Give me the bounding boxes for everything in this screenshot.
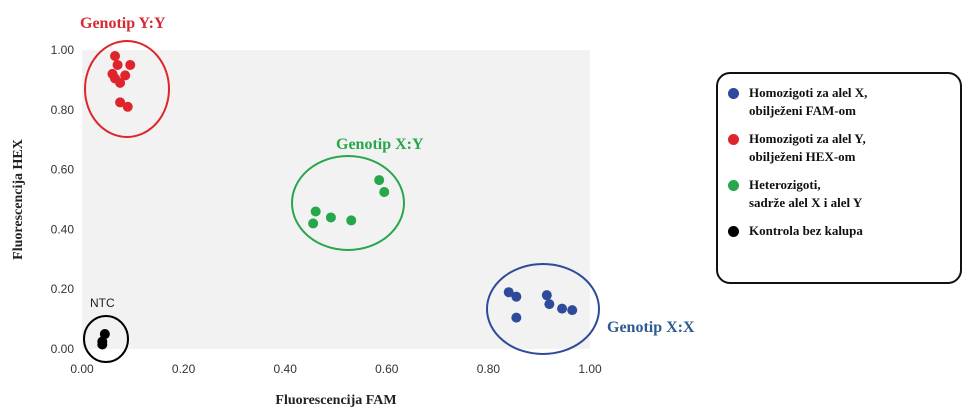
x-axis-title: Fluorescencija FAM [275,393,396,408]
legend-label-line: obilježeni FAM-om [749,103,856,118]
cluster-outline-ntc [83,315,129,363]
x-tick-label: 0.00 [70,362,94,376]
data-point [346,215,357,226]
cluster-outlines [83,40,600,363]
data-point [567,305,578,316]
legend-label-line: Kontrola bez kalupa [749,223,863,238]
data-point [310,206,321,217]
legend-label-line: Homozigoti za alel X, [749,85,868,100]
cluster-annotations: Genotip Y:Y Genotip X:Y Genotip X:X NTC [80,15,695,336]
data-point [557,303,568,314]
x-tick-label: 1.00 [578,362,602,376]
data-point [308,218,319,229]
y-tick-label: 0.60 [51,163,75,177]
data-point [544,299,555,310]
annotation-genotip-xx: Genotip X:X [607,319,695,336]
data-point [112,59,123,70]
legend-label: Kontrola bez kalupa [749,222,863,240]
legend-item: Homozigoti za alel X, obilježeni FAM-om [728,84,950,120]
data-point [541,290,552,301]
data-point [379,187,390,198]
y-tick-label: 0.40 [51,222,75,236]
data-point [503,287,514,298]
legend-label-line: sadrže alel X i alel Y [749,195,863,210]
legend-marker [728,226,739,237]
x-tick-label: 0.80 [477,362,501,376]
legend-label-line: Homozigoti za alel Y, [749,131,866,146]
y-tick-label: 0.80 [51,103,75,117]
legend-item: Homozigoti za alel Y, obilježeni HEX-om [728,130,950,166]
legend-marker [728,180,739,191]
data-point [115,97,126,108]
cluster-outline-xx [486,263,600,355]
data-point [110,50,121,61]
annotation-genotip-xy: Genotip X:Y [336,136,424,153]
data-point [120,70,131,81]
legend: Homozigoti za alel X, obilježeni FAM-om Ho… [716,72,962,284]
x-tick-label: 0.60 [375,362,399,376]
data-point [511,312,522,323]
data-point [511,291,522,302]
y-axis-title: Fluorescencija HEX [11,139,26,260]
y-tick-label: 1.00 [51,43,75,57]
data-point [325,212,336,223]
x-tick-label: 0.40 [274,362,298,376]
y-tick-label: 0.00 [51,342,75,356]
cluster-outline-xy [291,155,405,251]
data-point [122,101,133,112]
data-points [97,50,578,350]
annotation-genotip-yy: Genotip Y:Y [80,15,166,32]
plot-area [82,50,590,349]
legend-label-line: Heterozigoti, [749,177,821,192]
legend-label: Homozigoti za alel X, obilježeni FAM-om [749,84,867,120]
legend-label: Homozigoti za alel Y, obilježeni HEX-om [749,130,866,166]
cluster-outline-yy [84,40,170,138]
y-axis-ticks: 0.00 0.20 0.40 0.60 0.80 1.00 [51,43,75,356]
y-tick-label: 0.20 [51,282,75,296]
data-point [115,77,126,88]
legend-item: Heterozigoti, sadrže alel X i alel Y [728,176,950,212]
data-point [125,59,136,70]
legend-marker [728,134,739,145]
data-point [374,175,385,186]
legend-label-line: obilježeni HEX-om [749,149,856,164]
legend-marker [728,88,739,99]
legend-item: Kontrola bez kalupa [728,222,950,240]
x-axis-ticks: 0.00 0.20 0.40 0.60 0.80 1.00 [70,362,602,376]
annotation-ntc: NTC [90,296,115,310]
data-point [97,339,108,350]
x-tick-label: 0.20 [172,362,196,376]
legend-label: Heterozigoti, sadrže alel X i alel Y [749,176,862,212]
